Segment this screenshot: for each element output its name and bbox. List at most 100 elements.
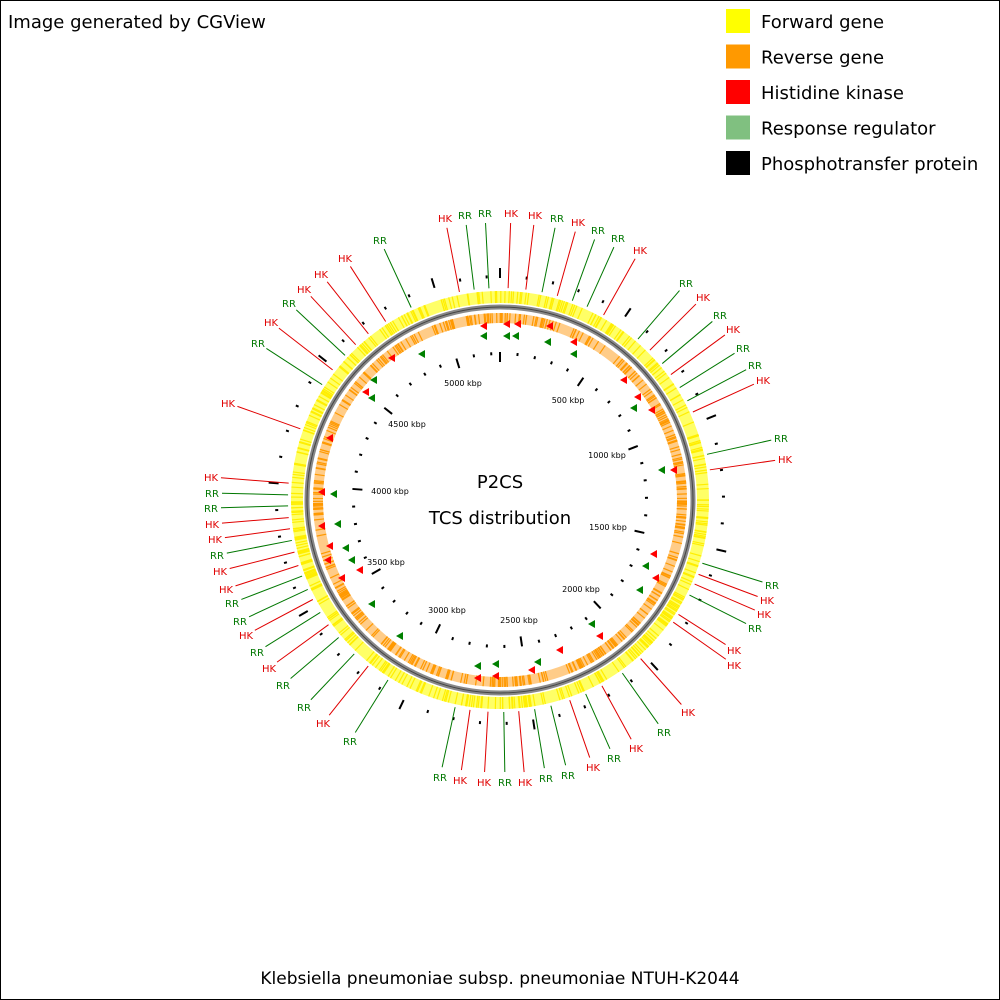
outer-tick bbox=[319, 632, 323, 636]
forward-gene bbox=[472, 695, 476, 708]
reverse-gene bbox=[542, 318, 546, 329]
reverse-gene bbox=[514, 676, 517, 687]
forward-gene bbox=[695, 471, 708, 475]
feature-label: RR bbox=[276, 681, 290, 692]
forward-gene bbox=[693, 535, 706, 539]
feature-leader bbox=[569, 700, 591, 758]
forward-gene bbox=[668, 600, 680, 609]
forward-gene bbox=[304, 423, 317, 430]
forward-gene bbox=[681, 576, 693, 583]
forward-gene bbox=[481, 291, 484, 304]
feature-label: RR bbox=[679, 279, 693, 290]
forward-gene bbox=[294, 535, 307, 539]
forward-gene bbox=[695, 521, 708, 525]
forward-gene bbox=[664, 607, 675, 616]
reverse-gene bbox=[539, 317, 544, 328]
forward-gene bbox=[316, 398, 328, 406]
outer-tick bbox=[317, 354, 328, 363]
forward-gene bbox=[306, 573, 318, 580]
inner-tick bbox=[392, 599, 396, 604]
tcs-marker bbox=[318, 488, 325, 496]
outer-tick bbox=[645, 329, 649, 334]
inner-tick bbox=[594, 387, 599, 392]
reverse-gene bbox=[350, 386, 360, 394]
feature-leader bbox=[702, 562, 763, 583]
feature-leader bbox=[571, 239, 596, 301]
feature-leader bbox=[706, 439, 772, 455]
forward-gene bbox=[672, 593, 684, 601]
reverse-gene bbox=[321, 442, 332, 447]
reverse-gene bbox=[582, 656, 589, 666]
forward-gene bbox=[443, 689, 449, 702]
forward-gene bbox=[318, 395, 330, 403]
forward-gene bbox=[662, 609, 674, 618]
forward-gene bbox=[349, 354, 359, 364]
reverse-gene bbox=[533, 316, 538, 327]
forward-gene bbox=[295, 540, 308, 544]
rings bbox=[268, 268, 727, 730]
feature-leader bbox=[266, 348, 323, 386]
reverse-gene bbox=[638, 383, 648, 391]
feature-leader bbox=[661, 321, 713, 364]
forward-gene bbox=[643, 634, 653, 644]
reverse-gene bbox=[667, 440, 678, 445]
forward-gene bbox=[543, 296, 548, 309]
feature-leader bbox=[310, 653, 355, 701]
forward-gene bbox=[694, 529, 707, 533]
inner-tick bbox=[607, 400, 611, 404]
reverse-gene bbox=[675, 525, 686, 528]
feature-leader bbox=[254, 599, 314, 631]
forward-gene bbox=[487, 696, 490, 709]
feature-leader bbox=[603, 258, 636, 316]
reverse-gene bbox=[676, 481, 687, 484]
forward-gene bbox=[656, 618, 667, 627]
feature-leader bbox=[689, 594, 747, 624]
inner-tick bbox=[419, 621, 423, 626]
reverse-gene bbox=[571, 661, 577, 671]
forward-gene bbox=[300, 558, 313, 564]
reverse-gene bbox=[672, 456, 683, 461]
forward-gene bbox=[419, 306, 425, 319]
forward-gene bbox=[577, 307, 583, 320]
forward-gene bbox=[627, 340, 637, 351]
forward-gene bbox=[480, 696, 484, 709]
forward-gene bbox=[368, 337, 377, 348]
feature-leader bbox=[224, 528, 291, 539]
forward-gene bbox=[418, 307, 425, 319]
forward-gene bbox=[624, 651, 634, 662]
feature-label: HK bbox=[477, 778, 492, 789]
forward-gene bbox=[292, 473, 305, 477]
reverse-gene bbox=[320, 550, 331, 555]
feature-label: HK bbox=[586, 763, 601, 774]
reverse-gene bbox=[319, 448, 330, 453]
tcs-marker bbox=[650, 550, 657, 558]
tcs-marker bbox=[503, 332, 510, 340]
reverse-gene bbox=[675, 519, 686, 523]
forward-gene bbox=[294, 537, 307, 541]
reverse-gene bbox=[371, 628, 379, 637]
forward-gene bbox=[387, 322, 396, 334]
reverse-gene bbox=[398, 648, 405, 658]
feature-label: RR bbox=[250, 648, 264, 659]
forward-gene bbox=[416, 680, 423, 693]
forward-gene bbox=[634, 643, 644, 653]
forward-gene bbox=[545, 296, 550, 309]
forward-gene bbox=[303, 566, 315, 572]
forward-gene bbox=[389, 321, 398, 333]
feature-label: HK bbox=[208, 535, 223, 546]
forward-gene bbox=[564, 685, 571, 698]
feature-leader bbox=[534, 709, 545, 769]
reverse-gene bbox=[389, 642, 397, 652]
reverse-gene bbox=[648, 594, 658, 602]
legend-swatch bbox=[726, 151, 750, 175]
reverse-gene bbox=[315, 467, 326, 471]
inner-tick bbox=[550, 361, 553, 365]
footer: Klebsiella pneumoniae subsp. pneumoniae … bbox=[260, 969, 739, 989]
forward-gene bbox=[573, 682, 580, 694]
reverse-gene bbox=[584, 335, 591, 345]
reverse-gene bbox=[468, 315, 472, 326]
tcs-marker bbox=[503, 320, 510, 328]
inner-tick bbox=[576, 377, 585, 387]
reverse-gene bbox=[434, 324, 439, 335]
forward-gene bbox=[332, 373, 344, 382]
